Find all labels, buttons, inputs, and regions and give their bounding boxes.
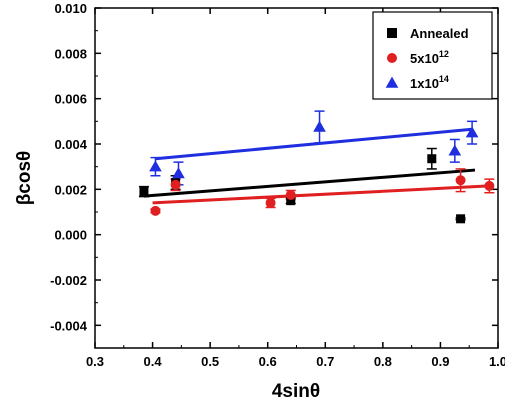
- data-point-triangle: [313, 120, 326, 132]
- data-point-square: [427, 154, 437, 164]
- legend-items: Annealed 5x1012 1x1014: [385, 26, 469, 91]
- y-tick-label: -0.004: [50, 318, 88, 333]
- data-point-square: [286, 196, 296, 206]
- legend-label-superscript: 14: [439, 74, 449, 84]
- legend-label-base: 5x10: [410, 51, 439, 66]
- x-tick-label: 0.8: [374, 354, 392, 369]
- x-axis-title: 4sinθ: [272, 381, 320, 402]
- legend-marker-triangle: [385, 76, 399, 88]
- y-tick-label: -0.002: [50, 273, 87, 288]
- y-tick-label: 0.006: [54, 92, 87, 107]
- fit-line-circle: [152, 184, 490, 205]
- data-point-circle: [285, 190, 296, 200]
- data-point-circle: [455, 175, 466, 186]
- legend-label: 1x1014: [410, 74, 449, 91]
- y-tick-label: 0.004: [54, 137, 87, 152]
- y-tick-label: 0.008: [54, 46, 87, 61]
- data-point-triangle: [465, 126, 479, 138]
- x-tick-label: 0.9: [431, 354, 449, 369]
- legend-label-base: Annealed: [410, 26, 469, 41]
- y-axis-ticks: -0.004 -0.002 0.000 0.002 0.004 0.006 0.008 0.0…: [50, 1, 498, 349]
- y-axis-title: βcosθ: [14, 151, 35, 206]
- data-point-triangle: [172, 167, 185, 179]
- data-point-triangle: [448, 144, 462, 156]
- y-tick-label: 0.010: [54, 1, 87, 16]
- legend-marker-square: [387, 28, 397, 38]
- y-tick-label: 0.000: [54, 228, 87, 243]
- fit-lines: [143, 127, 490, 205]
- data-point-circle: [484, 180, 495, 191]
- legend-label-base: 1x10: [410, 76, 439, 91]
- data-point-circle: [170, 179, 181, 190]
- legend-label: 5x1012: [410, 49, 449, 66]
- x-tick-label: 1.0: [489, 354, 505, 369]
- legend: Annealed 5x1012 1x1014: [372, 11, 493, 100]
- legend-label-superscript: 12: [439, 49, 449, 59]
- data-point-circle: [265, 197, 276, 208]
- x-tick-label: 0.6: [259, 354, 277, 369]
- legend-item: Annealed: [387, 26, 469, 41]
- x-tick-label: 0.3: [86, 354, 104, 369]
- legend-item: 1x1014: [385, 74, 449, 91]
- legend-label: Annealed: [410, 26, 469, 41]
- data-point-triangle: [149, 160, 162, 172]
- data-point-circle: [150, 205, 161, 216]
- x-tick-label: 0.4: [144, 354, 163, 369]
- data-point-square: [139, 187, 149, 197]
- y-tick-label: 0.002: [54, 182, 87, 197]
- x-tick-label: 0.7: [316, 354, 334, 369]
- fit-line-square: [143, 168, 476, 198]
- legend-item: 5x1012: [387, 49, 449, 66]
- data-markers: [139, 120, 495, 224]
- legend-marker-circle: [387, 53, 397, 63]
- fit-line-triangle: [155, 127, 473, 161]
- data-point-square: [456, 214, 466, 224]
- x-axis-ticks: 0.3 0.4 0.5 0.6 0.7 0.8 0.9 1.0: [86, 8, 505, 369]
- x-tick-label: 0.5: [201, 354, 219, 369]
